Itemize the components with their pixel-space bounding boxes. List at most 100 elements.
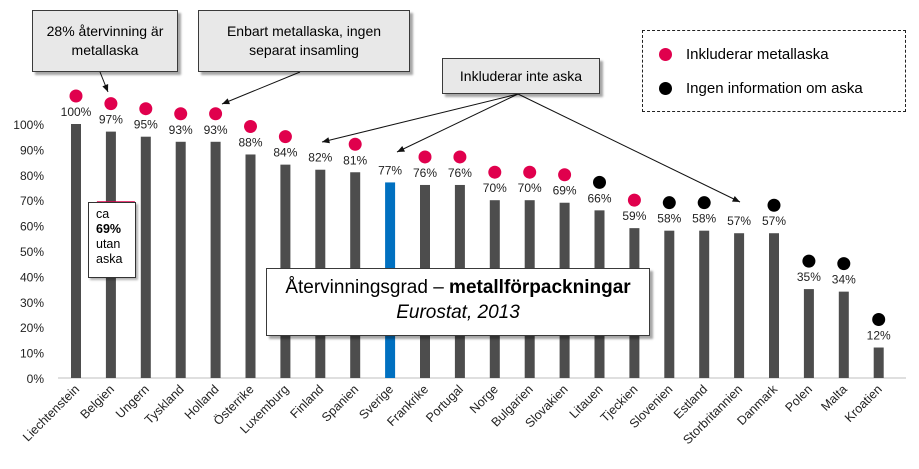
note-belgien-without-ash: ca 69% utan aska (88, 202, 136, 278)
arrow-no-ash-finland (321, 93, 519, 143)
y-tick-label: 0% (27, 372, 45, 386)
x-tick-label: Liechtenstein (20, 382, 82, 444)
note-line-1: ca (96, 207, 110, 221)
data-label: 58% (692, 212, 716, 226)
bar-malta (838, 291, 849, 378)
bar-estland (699, 230, 710, 378)
metal-ash-marker (488, 165, 502, 179)
y-tick-label: 40% (20, 270, 44, 284)
y-tick-label: 90% (20, 143, 44, 157)
legend-marker-pink (659, 48, 672, 61)
data-label: 97% (99, 113, 123, 127)
arrow-no-ash-finland-head (322, 137, 330, 144)
data-label: 95% (134, 118, 158, 132)
bar-danmark (769, 233, 779, 378)
callout-metal-ash: 28% återvinning är metallaska (32, 10, 178, 72)
chart-title-plain: Återvinningsgrad – (285, 277, 450, 298)
data-label: 70% (518, 181, 542, 195)
bar-kroatien (873, 347, 884, 378)
chart-subtitle: Eurostat, 2013 (396, 302, 520, 323)
bar-österrike (245, 154, 256, 378)
metal-ash-marker (174, 107, 188, 121)
data-label: 76% (448, 166, 472, 180)
metal-ash-marker (139, 102, 153, 116)
data-label: 69% (553, 184, 577, 198)
x-tick-label: Belgien (78, 382, 117, 421)
arrow-holland-head (222, 98, 230, 105)
callout-holland-text: Enbart metallaska, ingen separat insamli… (226, 23, 382, 58)
arrow-no-ash-storbritannien (517, 93, 741, 203)
bar-slovenien (664, 230, 675, 378)
data-label: 34% (832, 273, 856, 287)
data-label: 70% (483, 181, 507, 195)
no-info-marker (802, 254, 816, 268)
x-tick-label: Kroatien (842, 382, 885, 425)
bar-liechtenstein (71, 124, 81, 378)
x-tick-label: Tyskland (142, 382, 187, 427)
data-label: 82% (308, 151, 332, 165)
data-label: 84% (273, 146, 297, 160)
y-tick-label: 100% (13, 118, 44, 132)
metal-ash-marker (348, 137, 362, 151)
chart-title: Återvinningsgrad – metallförpackningar (267, 277, 649, 299)
metal-ash-marker (453, 150, 467, 164)
data-label: 77% (378, 163, 402, 177)
data-label: 93% (169, 123, 193, 137)
x-tick-label: Polen (783, 382, 816, 415)
bar-tyskland (175, 141, 186, 378)
chart-title-bold: metallförpackningar (449, 277, 631, 298)
y-tick-label: 60% (20, 220, 44, 234)
no-info-marker (872, 313, 886, 327)
metal-ash-marker (69, 89, 83, 103)
data-label: 58% (657, 212, 681, 226)
no-info-marker (837, 257, 851, 271)
x-tick-label: Spanien (319, 382, 361, 424)
legend-item-no-info: Ingen information om aska (659, 80, 863, 97)
data-label: 59% (622, 209, 646, 223)
x-tick-label: Malta (818, 382, 850, 414)
no-info-marker (593, 175, 606, 189)
note-line-2: 69% (96, 222, 135, 237)
y-tick-label: 50% (20, 245, 44, 259)
legend-label-no-info: Ingen information om aska (686, 80, 863, 97)
y-tick-label: 10% (20, 347, 44, 361)
chart-title-box: Återvinningsgrad – metallförpackningar E… (266, 268, 650, 336)
note-line-4: aska (96, 252, 123, 266)
arrow-holland (221, 71, 301, 105)
arrow-no-ash-sverige-head (397, 146, 405, 152)
metal-ash-marker (209, 107, 223, 121)
data-label: 100% (61, 105, 92, 119)
data-label: 12% (867, 329, 891, 343)
data-label: 57% (762, 214, 786, 228)
metal-ash-marker (627, 193, 641, 207)
bar-ungern (140, 136, 151, 378)
x-tick-label: Portugal (423, 382, 466, 425)
bar-storbritannien (734, 233, 745, 378)
callout-metal-ash-text: 28% återvinning är metallaska (46, 23, 164, 58)
legend-item-metal-ash: Inkluderar metallaska (659, 46, 829, 63)
data-label: 81% (343, 153, 367, 167)
metal-ash-marker (278, 130, 292, 144)
legend-marker-black (659, 82, 672, 95)
data-label: 76% (413, 166, 437, 180)
arrow-metal-ash-head (102, 84, 109, 92)
y-tick-label: 20% (20, 321, 44, 335)
callout-no-ash: Inkluderar inte aska (442, 58, 600, 94)
bar-polen (803, 289, 814, 378)
data-label: 66% (587, 191, 611, 205)
y-tick-label: 70% (20, 194, 44, 208)
arrow-no-ash-sverige (396, 93, 519, 153)
no-info-marker (697, 196, 711, 210)
no-info-marker (767, 198, 781, 212)
y-tick-label: 30% (20, 296, 44, 310)
note-value: 69% (96, 222, 122, 236)
arrow-no-ash-storbritannien-head (732, 195, 740, 202)
note-line-3: utan (96, 237, 121, 251)
bar-holland (210, 141, 221, 378)
y-tick-label: 80% (20, 169, 44, 183)
legend: Inkluderar metallaska Ingen information … (642, 30, 906, 112)
no-info-marker (662, 196, 676, 210)
data-label: 57% (727, 214, 751, 228)
metal-ash-marker (244, 119, 257, 133)
